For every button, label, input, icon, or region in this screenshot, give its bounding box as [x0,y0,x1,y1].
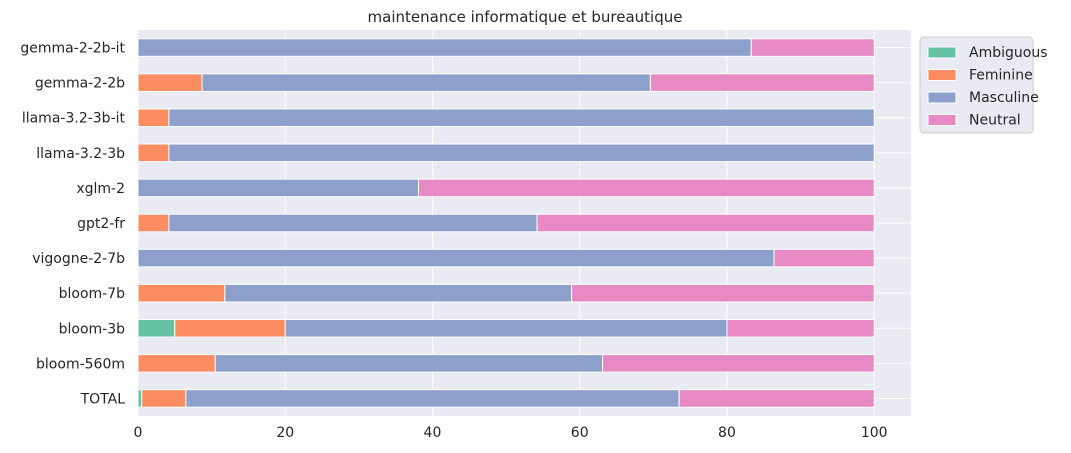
bar-segment [137,73,203,92]
bar-segment [137,178,419,198]
bar-segment [137,354,216,373]
y-tick-label: gemma-2-2b [35,76,125,92]
bar-segment [137,319,176,338]
y-tick-label: bloom-7b [59,286,126,302]
x-tick-label: 60 [571,425,589,441]
y-tick-label: xglm-2 [76,181,125,197]
bar-segment [137,143,170,163]
bar-segment [726,319,875,338]
x-tick-label: 100 [861,425,888,441]
bar-segment [141,389,187,408]
bar-segment [168,143,875,163]
bar-segment [168,108,875,127]
bar-segment [201,73,651,92]
y-tick-label: llama-3.2-3b-it [22,111,126,127]
x-tick-label: 40 [424,425,442,441]
y-tick-label: gpt2-fr [77,216,125,232]
x-tick-label: 80 [718,425,736,441]
y-tick-label: bloom-560m [36,356,125,372]
bar-segment [536,213,875,233]
legend-swatch [927,114,957,126]
bar-segment [137,213,170,233]
bar-segment [185,389,680,408]
bar-segment [168,213,538,233]
x-tick-label: 20 [276,425,294,441]
bar-segment [137,389,143,408]
x-tick-label: 0 [134,425,143,441]
y-tick-label: TOTAL [80,391,126,407]
bar-segment [174,319,286,338]
y-tick-label: vigogne-2-7b [32,251,125,267]
bar-segment [773,248,875,268]
x-axis: 0 20 40 60 80 100 [134,425,888,441]
legend-label: Masculine [969,90,1039,106]
legend-swatch [927,46,957,59]
legend-swatch [927,91,957,104]
bar-segment [137,38,752,57]
legend-label: Neutral [969,113,1021,129]
bar-segment [137,248,775,268]
legend-frame [919,36,1034,134]
bar-segment [214,354,604,373]
bar-segment [678,389,875,408]
bars [137,38,875,408]
bar-segment [571,283,875,303]
legend: Ambiguous Feminine Masculine Neutral [919,36,1047,134]
legend-label: Ambiguous [969,45,1047,61]
bar-segment [417,178,875,198]
y-tick-label: llama-3.2-3b [36,146,125,162]
bar-segment [224,283,573,303]
chart-title: maintenance informatique et bureautique [368,8,683,26]
y-axis: gemma-2-2b-it gemma-2-2b llama-3.2-3b-it ll… [20,41,125,408]
legend-label: Feminine [969,68,1033,84]
bar-segment [137,283,226,303]
y-tick-label: bloom-3b [59,321,126,337]
bar-segment [137,108,170,127]
bar-segment [750,38,875,57]
bar-segment [602,354,875,373]
legend-swatch [927,69,957,81]
bar-segment [284,319,728,338]
y-tick-label: gemma-2-2b-it [20,41,125,57]
bar-segment [649,73,875,92]
